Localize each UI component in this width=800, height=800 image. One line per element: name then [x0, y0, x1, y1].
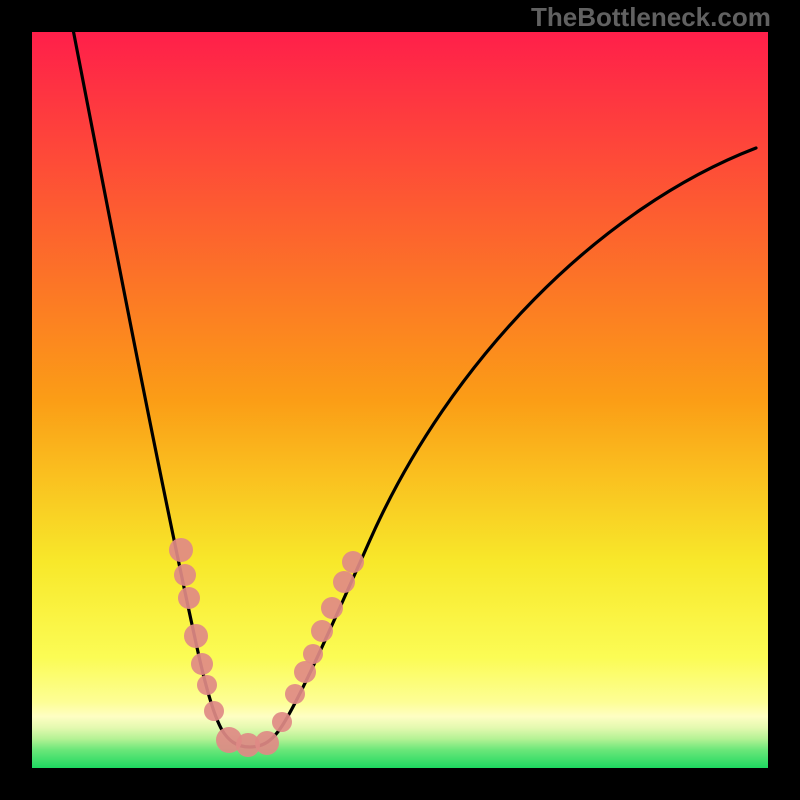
plot-area [32, 32, 768, 768]
chart-stage: TheBottleneck.com [0, 0, 800, 800]
watermark-text: TheBottleneck.com [531, 2, 771, 33]
